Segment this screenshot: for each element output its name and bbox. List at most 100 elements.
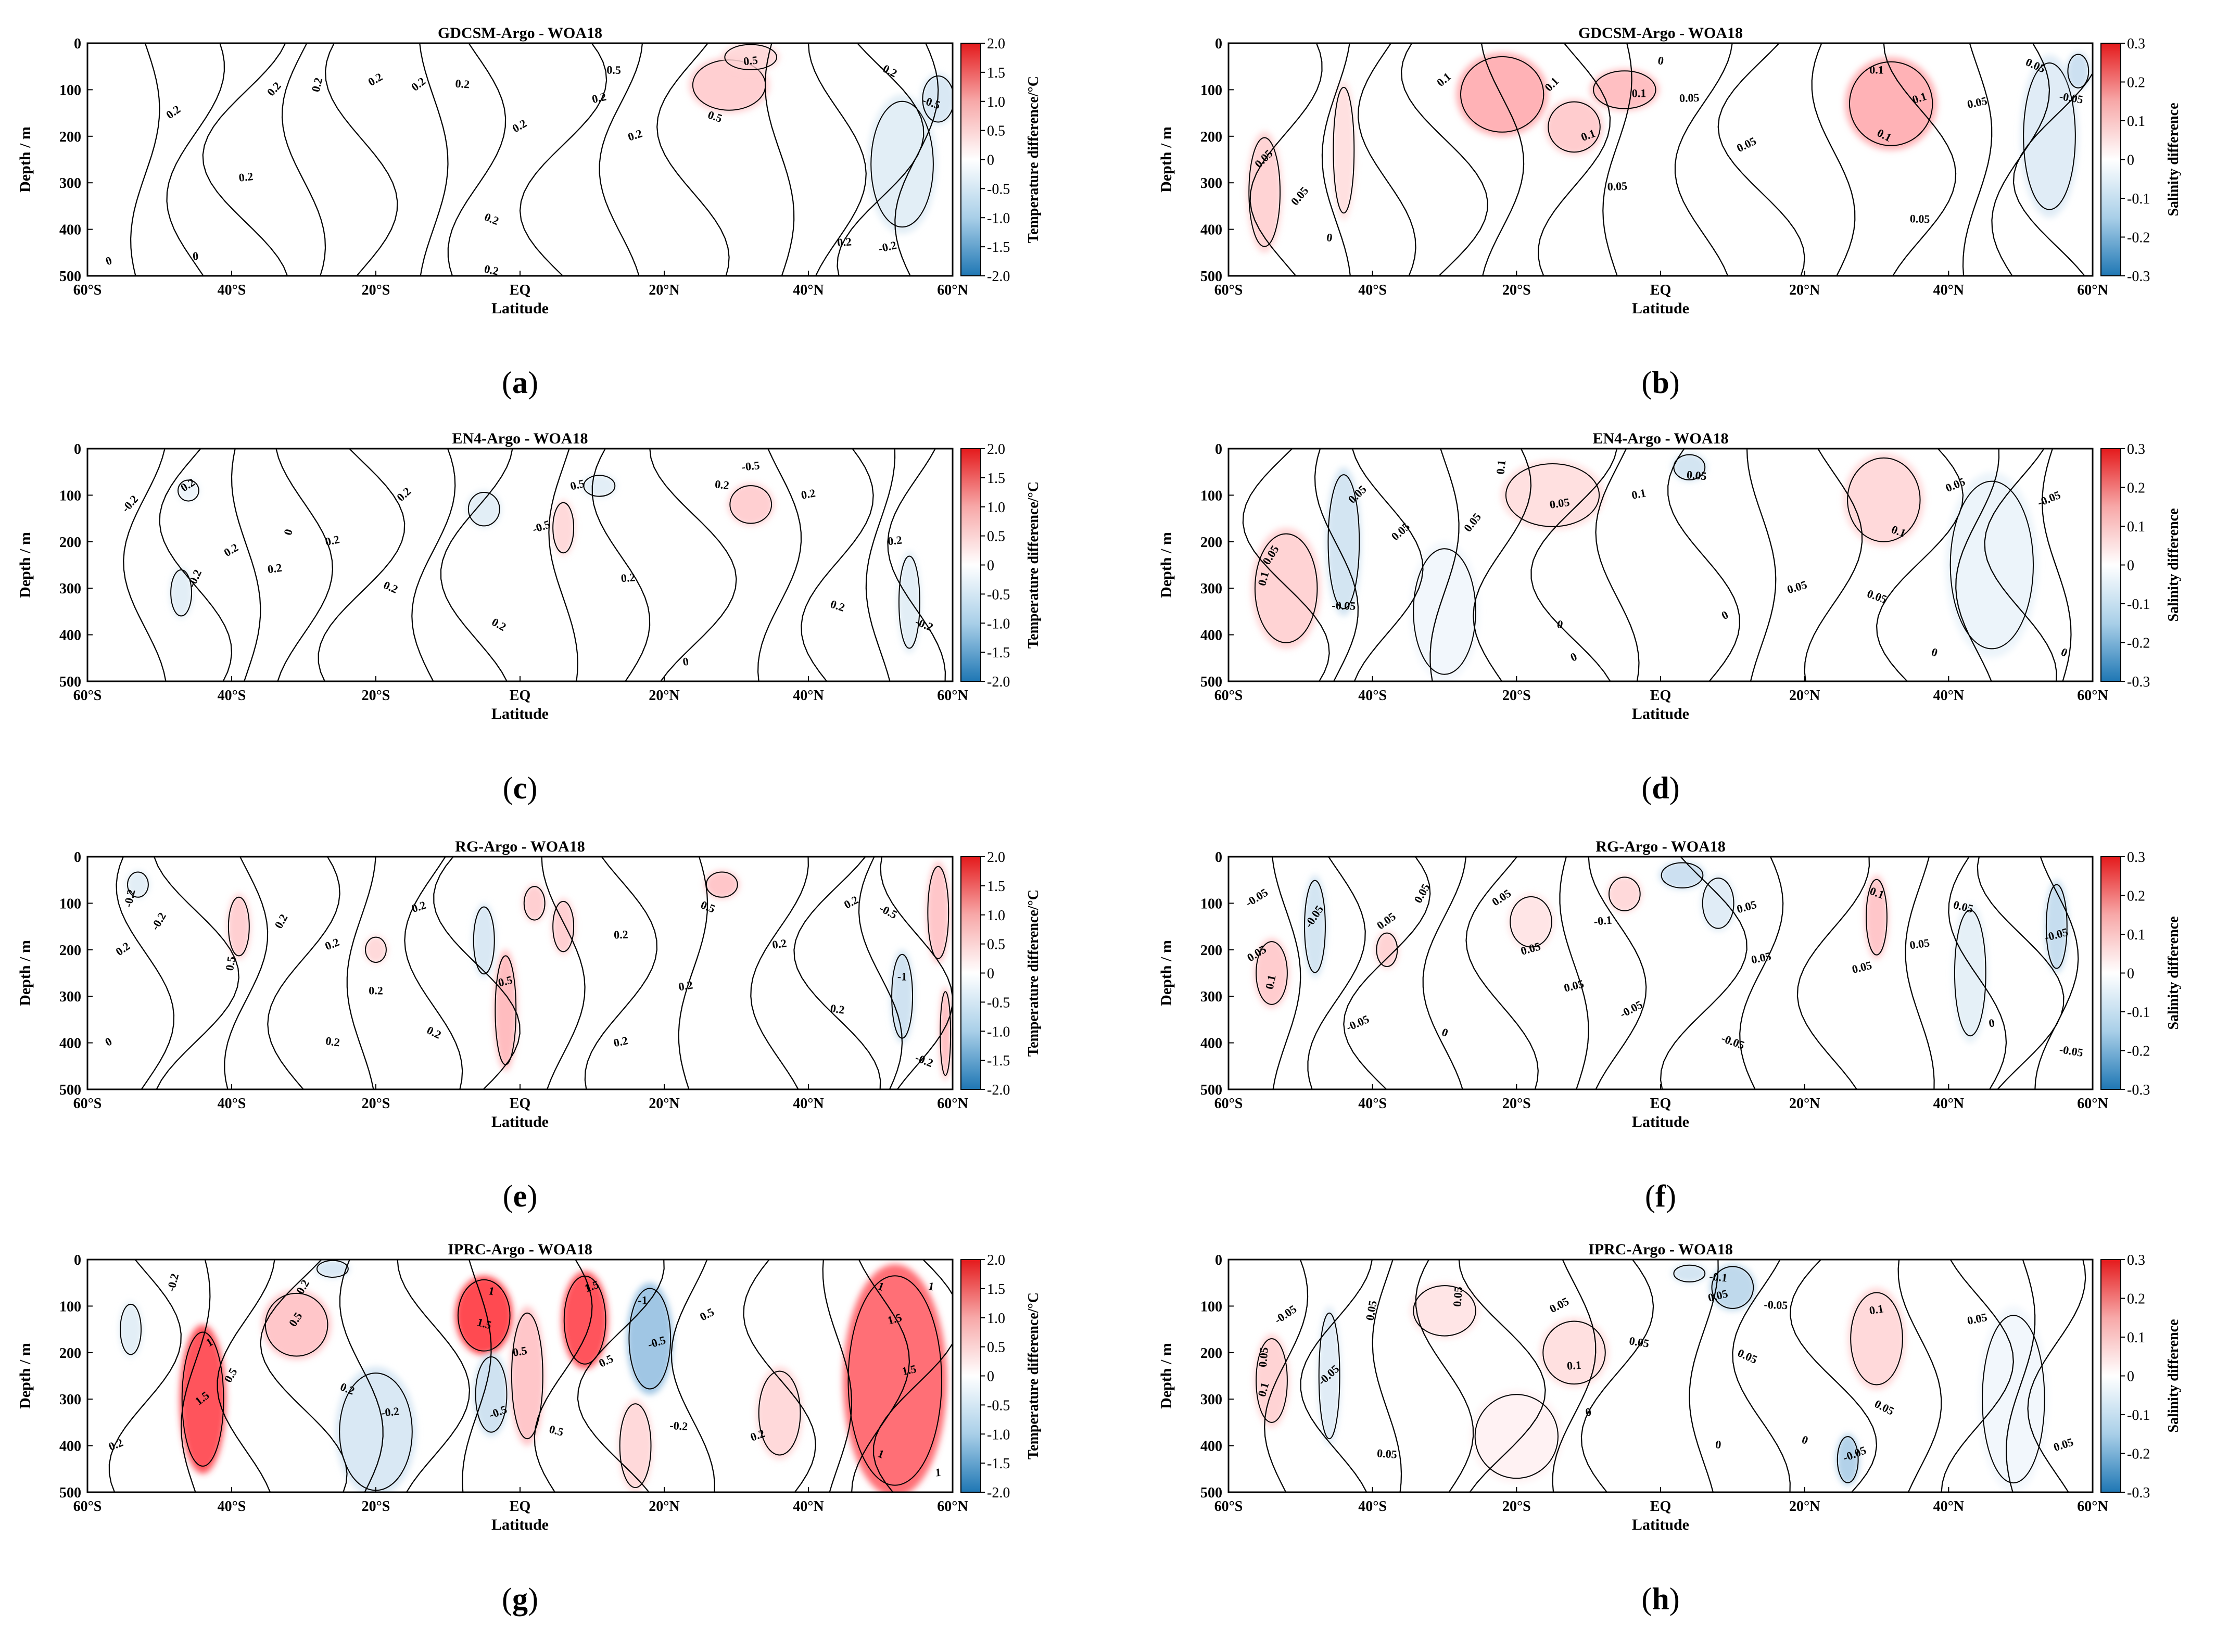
contour-line [743, 1260, 816, 1492]
panel-letter-close: ) [528, 365, 538, 400]
colorbar-tick-label: 0 [987, 558, 994, 574]
colorbar-tick-label: -0.1 [2127, 596, 2150, 613]
colorbar-tick-label: 0.1 [2127, 1330, 2145, 1346]
anomaly-patch [921, 73, 953, 125]
anomaly-patch [2067, 52, 2090, 90]
contour-line [166, 43, 225, 276]
contour-line [1982, 1315, 2045, 1484]
colorbar-tick-label: 0.3 [2127, 36, 2145, 52]
x-axis-label: Latitude [1632, 1113, 1689, 1130]
colorbar-tick-label: -0.5 [987, 1397, 1010, 1414]
y-tick-label: 300 [1200, 989, 1222, 1005]
contour-line [1689, 1260, 1719, 1492]
x-tick-label: 60°S [73, 688, 102, 704]
y-tick-label: 100 [1200, 488, 1222, 504]
colorbar-tick-label: 0.1 [2127, 927, 2145, 943]
colorbar-tick-label: -1.5 [987, 239, 1010, 256]
contour-line [2042, 449, 2072, 681]
contour-line [793, 857, 881, 1089]
contour-label: -0.2 [381, 1404, 400, 1419]
anomaly-patch [364, 935, 388, 964]
x-tick-label: 40°N [793, 282, 824, 298]
anomaly-patch [474, 1352, 509, 1437]
contour-label: 0 [1556, 617, 1564, 631]
y-tick-label: 400 [59, 1439, 81, 1455]
panel-letter-open: ( [503, 1179, 513, 1213]
colorbar [960, 448, 981, 682]
contour-line [1673, 454, 1706, 480]
x-tick-label: 20°S [1502, 688, 1531, 704]
contour-line [678, 857, 708, 1089]
anomaly-patch [1410, 541, 1479, 681]
contour-line [1376, 932, 1398, 967]
contour-line [2006, 1260, 2036, 1492]
y-axis-label: Depth / m [17, 126, 34, 193]
plot-area [87, 857, 953, 1089]
contour-label: 0.2 [591, 90, 607, 106]
contour-line [1732, 1260, 1791, 1492]
anomaly-patch [2020, 55, 2079, 218]
contour-line [1327, 474, 1360, 609]
contour-line [159, 449, 233, 681]
contour-line [1739, 857, 1784, 1089]
contour-line [1702, 878, 1734, 929]
x-tick-label: 20°S [1502, 1096, 1531, 1112]
panel-letter-close: ) [1669, 771, 1680, 805]
contour-line [894, 43, 939, 276]
panel-title: GDCSM-Argo - WOA18 [1578, 24, 1743, 42]
contour-line [858, 857, 903, 1089]
colorbar-tick-label: 2.0 [987, 36, 1005, 52]
contour-label: 1 [487, 1284, 496, 1298]
contour-line [870, 100, 934, 228]
anomaly-patch [1847, 1287, 1906, 1390]
y-tick-label: 400 [59, 222, 81, 238]
x-tick-label: 40°N [1933, 282, 1964, 298]
colorbar-tick-label: 0.3 [2127, 849, 2145, 866]
anomaly-patch [1254, 1334, 1289, 1427]
anomaly-patch [1659, 861, 1705, 889]
colorbar-tick-label: 2.0 [987, 441, 1005, 458]
y-tick-label: 200 [1200, 535, 1222, 551]
contour-line [922, 75, 953, 123]
anomaly-layer [1254, 861, 2068, 1043]
contour-line [227, 896, 250, 957]
anomaly-patch [1410, 1282, 1479, 1339]
contour-line [1530, 449, 1618, 681]
anomaly-patch [890, 949, 914, 1043]
colorbar-tick-label: 0 [987, 966, 994, 982]
contour-line [1429, 449, 1460, 681]
panel-d: 0.050.1-0.050.050.05 0.050.050.10.10.0500… [1158, 430, 2182, 805]
contour-label: 0.2 [612, 1034, 629, 1049]
x-tick-label: 40°S [218, 282, 246, 298]
y-axis-label: Depth / m [17, 532, 34, 598]
colorbar-label: Temperature difference/°C [1025, 481, 1042, 649]
x-tick-label: 60°N [937, 1096, 968, 1112]
contour-line [1465, 857, 1539, 1089]
contour-label: 0.05 [1549, 495, 1571, 511]
contour-line [1242, 449, 1330, 681]
contour-line [2067, 54, 2090, 88]
y-tick-label: 400 [1200, 628, 1222, 644]
colorbar-label: Salinity difference [2166, 103, 2182, 216]
panel-letter-text: b [1652, 365, 1669, 400]
anomaly-patch [582, 474, 617, 498]
contour-line [807, 43, 867, 276]
panel-letter-close: ) [528, 1582, 538, 1616]
contour-line [1510, 896, 1552, 948]
contour-label: 0.05 [1376, 1446, 1397, 1461]
panel-letter-close: ) [1669, 1582, 1680, 1616]
anomaly-patch [1470, 1390, 1563, 1483]
contour-label: 0 [1988, 1016, 1995, 1030]
contour-label: 0 [682, 655, 690, 668]
contour-label: 0.5 [606, 63, 621, 76]
x-tick-label: 60°N [2077, 1096, 2108, 1112]
y-tick-label: 500 [1200, 1485, 1222, 1501]
x-tick-label: 20°S [362, 688, 390, 704]
y-tick-label: 400 [59, 1036, 81, 1052]
y-axis-label: Depth / m [1158, 126, 1175, 193]
contour-lines [1264, 1260, 2086, 1492]
contour-lines [108, 1260, 953, 1492]
contour-line [411, 449, 456, 681]
contour-line [346, 857, 376, 1089]
contour-lines [1242, 449, 2072, 681]
